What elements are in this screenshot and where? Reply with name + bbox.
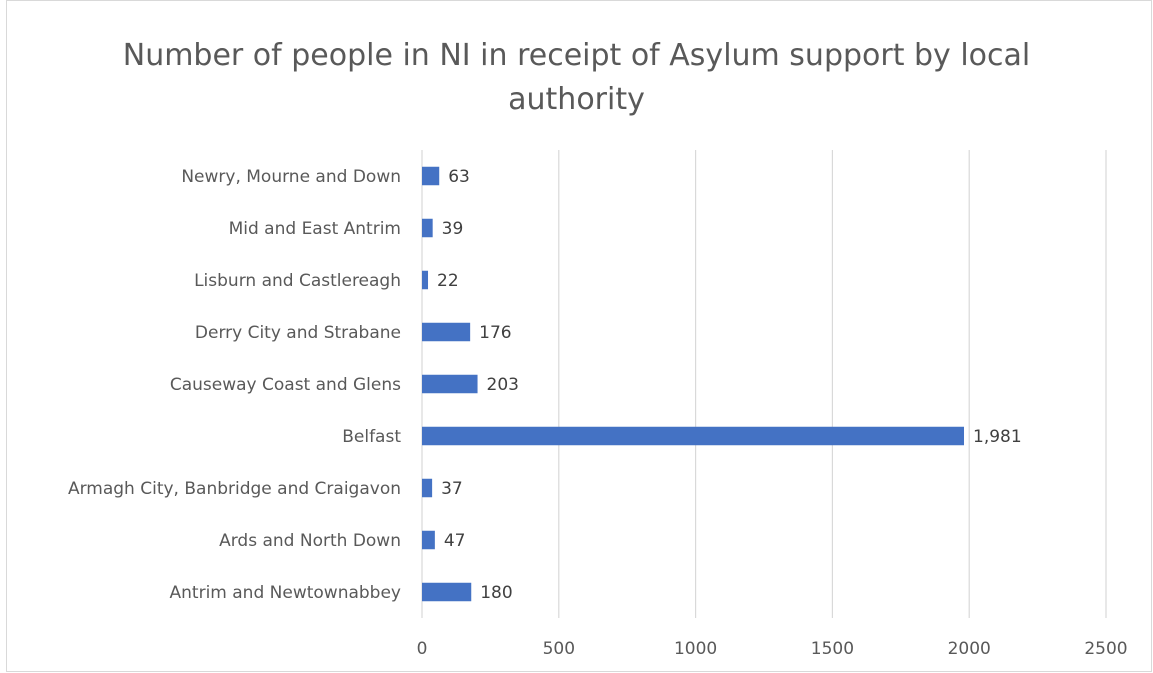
category-label-5: Derry City and Strabane [195,323,401,343]
bar-6 [422,270,429,290]
x-tick-label-2500: 2500 [1084,639,1127,659]
bar-5 [422,322,471,342]
x-tick-label-1000: 1000 [674,639,717,659]
category-label-2: Armagh City, Banbridge and Craigavon [68,479,401,499]
bar-2 [422,478,433,498]
bar-3 [422,426,965,446]
x-tick-label-500: 500 [543,639,575,659]
category-label-4: Causeway Coast and Glens [170,375,401,395]
bar-0 [422,582,472,602]
x-tick-label-0: 0 [417,639,428,659]
labels: 0 500 1000 1500 2000 2500 Antrim and Newtownab… [68,167,1128,659]
bars [422,166,965,602]
gridlines [421,150,1107,618]
data-label-5: 176 [479,323,511,343]
data-label-6: 22 [437,271,459,291]
data-label-0: 180 [480,583,512,603]
category-label-8: Newry, Mourne and Down [181,167,401,187]
bar-1 [422,530,435,550]
x-tick-label-2000: 2000 [948,639,991,659]
data-label-8: 63 [448,167,470,187]
data-label-2: 37 [441,479,463,499]
x-tick-label-1500: 1500 [811,639,854,659]
data-label-1: 47 [444,531,466,551]
bar-8 [422,166,440,186]
category-label-3: Belfast [342,427,401,447]
chart-frame [6,0,1152,672]
data-label-4: 203 [487,375,519,395]
category-label-7: Mid and East Antrim [229,219,401,239]
chart-title: Number of people in NI in receipt of Asy… [122,38,1031,117]
data-label-7: 39 [442,219,464,239]
category-label-0: Antrim and Newtownabbey [170,583,401,603]
category-label-6: Lisburn and Castlereagh [194,271,401,291]
category-label-1: Ards and North Down [219,531,401,551]
data-label-3: 1,981 [973,427,1022,447]
bar-7 [422,218,433,238]
bar-4 [422,374,478,394]
